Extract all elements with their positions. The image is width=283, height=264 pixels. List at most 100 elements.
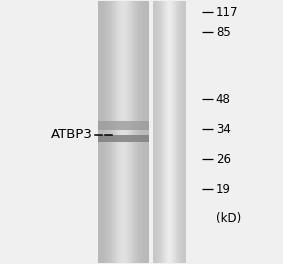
- Bar: [142, 121, 143, 130]
- Bar: [112, 1, 113, 263]
- Bar: [117, 135, 118, 142]
- Bar: [125, 1, 126, 263]
- Bar: [146, 1, 147, 263]
- Bar: [110, 1, 111, 263]
- Bar: [125, 121, 127, 130]
- Bar: [103, 121, 105, 130]
- Bar: [106, 135, 108, 142]
- Bar: [115, 135, 117, 142]
- Bar: [169, 1, 170, 263]
- Bar: [122, 135, 123, 142]
- Bar: [115, 121, 117, 130]
- Bar: [157, 1, 158, 263]
- Bar: [142, 135, 143, 142]
- Bar: [133, 135, 135, 142]
- Bar: [140, 135, 142, 142]
- Bar: [135, 135, 137, 142]
- Bar: [108, 121, 110, 130]
- Bar: [117, 121, 118, 130]
- Bar: [154, 1, 155, 263]
- Bar: [143, 121, 145, 130]
- Bar: [110, 135, 112, 142]
- Bar: [176, 1, 177, 263]
- Bar: [132, 135, 133, 142]
- Bar: [155, 1, 156, 263]
- Bar: [107, 1, 108, 263]
- Bar: [103, 135, 105, 142]
- Bar: [113, 1, 114, 263]
- Bar: [130, 135, 132, 142]
- Bar: [100, 135, 101, 142]
- Bar: [105, 1, 106, 263]
- Bar: [145, 1, 146, 263]
- Bar: [180, 1, 181, 263]
- Bar: [127, 121, 128, 130]
- Bar: [181, 1, 182, 263]
- Bar: [184, 1, 185, 263]
- Bar: [113, 121, 115, 130]
- Bar: [120, 1, 121, 263]
- Bar: [167, 1, 168, 263]
- Bar: [158, 1, 159, 263]
- Bar: [128, 135, 130, 142]
- Bar: [173, 1, 174, 263]
- Bar: [147, 1, 148, 263]
- Bar: [124, 1, 125, 263]
- Bar: [179, 1, 180, 263]
- Bar: [138, 1, 139, 263]
- Bar: [137, 135, 138, 142]
- Bar: [165, 1, 166, 263]
- Bar: [106, 1, 107, 263]
- Bar: [183, 1, 184, 263]
- Bar: [103, 1, 104, 263]
- Bar: [120, 135, 122, 142]
- Bar: [117, 1, 118, 263]
- Bar: [126, 1, 127, 263]
- Bar: [153, 1, 154, 263]
- Text: ATBP3: ATBP3: [50, 128, 92, 141]
- Bar: [164, 1, 165, 263]
- Bar: [138, 121, 140, 130]
- Bar: [133, 1, 134, 263]
- Bar: [178, 1, 179, 263]
- Bar: [132, 1, 133, 263]
- Bar: [147, 135, 149, 142]
- Bar: [130, 1, 131, 263]
- Text: (kD): (kD): [216, 212, 241, 225]
- Text: 26: 26: [216, 153, 231, 166]
- Bar: [101, 121, 103, 130]
- Bar: [139, 1, 140, 263]
- Bar: [147, 121, 149, 130]
- Bar: [135, 1, 136, 263]
- Bar: [174, 1, 175, 263]
- Bar: [119, 1, 120, 263]
- Bar: [127, 1, 128, 263]
- Bar: [161, 1, 162, 263]
- Bar: [100, 121, 101, 130]
- Bar: [114, 1, 115, 263]
- Bar: [170, 1, 171, 263]
- Bar: [132, 121, 133, 130]
- Bar: [137, 1, 138, 263]
- Bar: [98, 135, 100, 142]
- Bar: [130, 121, 132, 130]
- Bar: [129, 1, 130, 263]
- Bar: [127, 135, 128, 142]
- Bar: [106, 121, 108, 130]
- Bar: [140, 121, 142, 130]
- Bar: [131, 1, 132, 263]
- Bar: [143, 135, 145, 142]
- Bar: [144, 1, 145, 263]
- Bar: [112, 121, 113, 130]
- Bar: [168, 1, 169, 263]
- Bar: [102, 1, 103, 263]
- Bar: [118, 1, 119, 263]
- Bar: [143, 1, 144, 263]
- Bar: [163, 1, 164, 263]
- Bar: [122, 121, 123, 130]
- Bar: [156, 1, 157, 263]
- Bar: [104, 1, 105, 263]
- Bar: [135, 121, 137, 130]
- Bar: [136, 1, 137, 263]
- Bar: [162, 1, 163, 263]
